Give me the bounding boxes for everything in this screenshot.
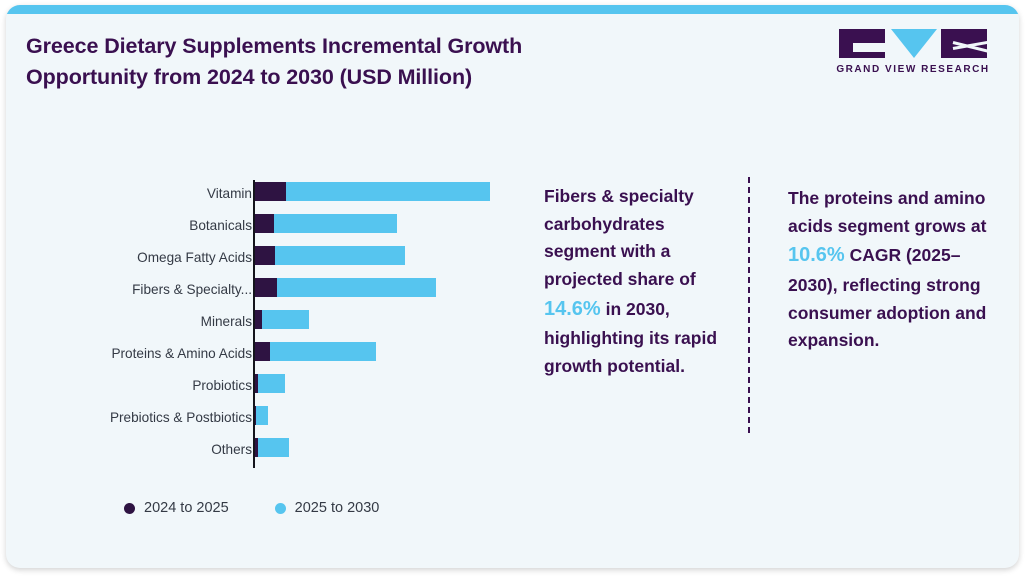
page-title: Greece Dietary Supplements Incremental G… [26,31,706,92]
chart-bar-segment [274,214,397,233]
chart-card: Greece Dietary Supplements Incremental G… [6,5,1019,568]
callout-text-part-1: Fibers & specialty carbohydrates segment… [544,186,696,289]
chart-bar[interactable] [255,310,309,329]
callout-highlight-value: 14.6% [544,297,601,320]
chart-axis-line [253,180,255,468]
chart-bar[interactable] [255,246,405,265]
chart-bar[interactable] [255,374,285,393]
chart-row: Proteins & Amino Acids [26,342,506,374]
accent-top-bar [6,5,1019,14]
chart-bar-segment [261,310,309,329]
chart-bar-segment [257,374,285,393]
chart-bar[interactable] [255,182,490,201]
logo-marks [839,27,987,59]
chart-bar-segment [255,310,262,329]
chart-bar-segment [255,342,271,361]
grand-view-research-logo: GRAND VIEW RESEARCH [829,27,997,81]
chart-bar[interactable] [255,214,397,233]
chart-bar-segment [274,246,405,265]
logo-v-triangle-icon [891,29,937,58]
chart-bar-segment [255,182,286,201]
callout-proteins: The proteins and amino acids segment gro… [788,185,993,355]
legend-label: 2025 to 2030 [294,500,380,516]
chart-bar-segment [277,278,436,297]
chart-bar-segment [255,438,259,457]
chart-bar-segment [255,278,278,297]
chart-bar-segment [258,438,289,457]
chart-bar-segment [255,246,275,265]
chart-row: Prebiotics & Postbiotics [26,406,506,438]
callout-highlight-value: 10.6% [788,244,845,267]
chart-bar[interactable] [255,278,436,297]
chart-row: Vitamin [26,182,506,214]
chart-category-label: Prebiotics & Postbiotics [109,410,252,425]
logo-r-icon [941,29,987,58]
legend-swatch-icon [124,502,135,514]
callout-fibers: Fibers & specialty carbohydrates segment… [544,183,736,380]
chart-legend: 2024 to 2025 2025 to 2030 [124,500,379,516]
chart-bar[interactable] [255,406,268,425]
legend-item-2024-2025[interactable]: 2024 to 2025 [124,500,229,516]
chart-row: Probiotics [26,374,506,406]
chart-category-label: Probiotics [192,378,252,393]
chart-bar[interactable] [255,342,376,361]
chart-bar-segment [270,342,376,361]
legend-swatch-icon [274,502,286,514]
chart-row: Others [26,438,506,470]
logo-g-icon [839,29,887,58]
chart-category-label: Botanicals [189,218,252,233]
chart-category-label: Vitamin [206,186,252,201]
chart-rows: Vitamin Botanicals Omega Fatty Acids Fibers… [26,182,506,470]
legend-item-2025-2030[interactable]: 2025 to 2030 [274,500,380,516]
legend-label: 2024 to 2025 [144,500,229,516]
chart-bar-segment [255,374,258,393]
chart-category-label: Others [211,442,252,457]
chart-bar[interactable] [255,438,289,457]
chart-bar-segment [255,214,274,233]
callout-text-part-2: CAGR (2025–2030), reflecting strong cons… [788,245,987,351]
chart-bar-segment [256,406,268,425]
page-title-line-1: Greece Dietary Supplements Incremental G… [26,34,523,58]
page-title-line-2: Opportunity from 2024 to 2030 (USD Milli… [26,64,473,89]
chart-bar-segment [255,406,257,425]
callout-divider [748,177,750,433]
chart-category-label: Omega Fatty Acids [137,250,252,265]
logo-wordmark: GRAND VIEW RESEARCH [836,64,990,75]
bar-chart: Vitamin Botanicals Omega Fatty Acids Fibers… [26,175,506,475]
chart-category-label: Minerals [200,314,252,329]
chart-row: Omega Fatty Acids [26,246,506,278]
chart-category-label: Proteins & Amino Acids [111,346,252,361]
chart-bar-segment [286,182,490,201]
chart-row: Minerals [26,310,506,342]
chart-row: Fibers & Specialty... [26,278,506,310]
chart-row: Botanicals [26,214,506,246]
callout-text-part-2: in 2030, highlighting its rapid growth p… [544,298,718,376]
chart-category-label: Fibers & Specialty... [132,282,252,297]
callout-text-part-1: The proteins and amino acids segment gro… [788,188,987,236]
